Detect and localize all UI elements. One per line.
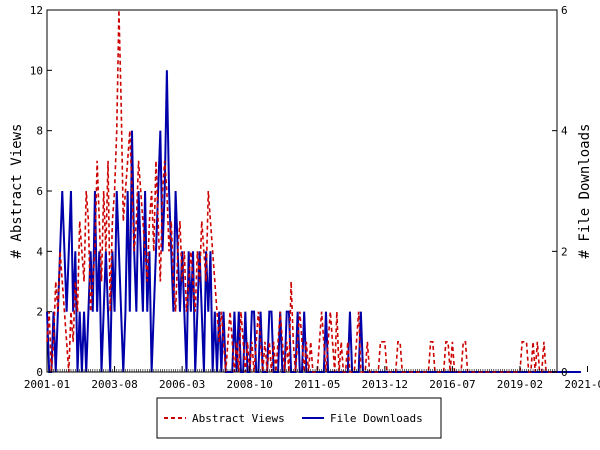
y-left-tick-label: 4 — [36, 245, 43, 258]
legend-label-file-downloads: File Downloads — [330, 412, 423, 425]
x-tick-label: 2021-09 — [564, 378, 600, 391]
x-tick-label: 2013-12 — [362, 378, 408, 391]
y-left-tick-label: 0 — [36, 366, 43, 379]
legend-label-abstract-views: Abstract Views — [192, 412, 285, 425]
x-tick-label: 2006-03 — [159, 378, 205, 391]
y-left-tick-label: 6 — [36, 185, 43, 198]
y-right-tick-label: 6 — [561, 4, 568, 17]
y-axis-right-title: # File Downloads — [577, 124, 593, 259]
y-axis-left-title: # Abstract Views — [9, 124, 25, 259]
plot-area — [46, 9, 558, 373]
y-right-tick-label: 4 — [561, 125, 568, 138]
y-right-tick-label: 2 — [561, 245, 568, 258]
x-tick-label: 2019-02 — [497, 378, 543, 391]
y-left-tick-label: 12 — [30, 4, 43, 17]
x-tick-label: 2008-10 — [227, 378, 273, 391]
legend: Abstract Views File Downloads — [156, 397, 442, 439]
x-minor-ticks — [46, 369, 558, 372]
legend-box — [156, 397, 442, 439]
y-left-tick-label: 2 — [36, 306, 43, 319]
x-tick-label: 2001-01 — [24, 378, 70, 391]
y-left-tick-label: 10 — [30, 64, 43, 77]
y-left-tick-label: 8 — [36, 125, 43, 138]
x-tick-label: 2003-08 — [91, 378, 137, 391]
x-tick-label: 2011-05 — [294, 378, 340, 391]
x-tick-label: 2016-07 — [429, 378, 475, 391]
y-right-tick-label: 0 — [561, 366, 568, 379]
axis-layer: 2001-01 2003-08 2006-03 2008-10 2011-05 2013-… — [24, 4, 600, 391]
